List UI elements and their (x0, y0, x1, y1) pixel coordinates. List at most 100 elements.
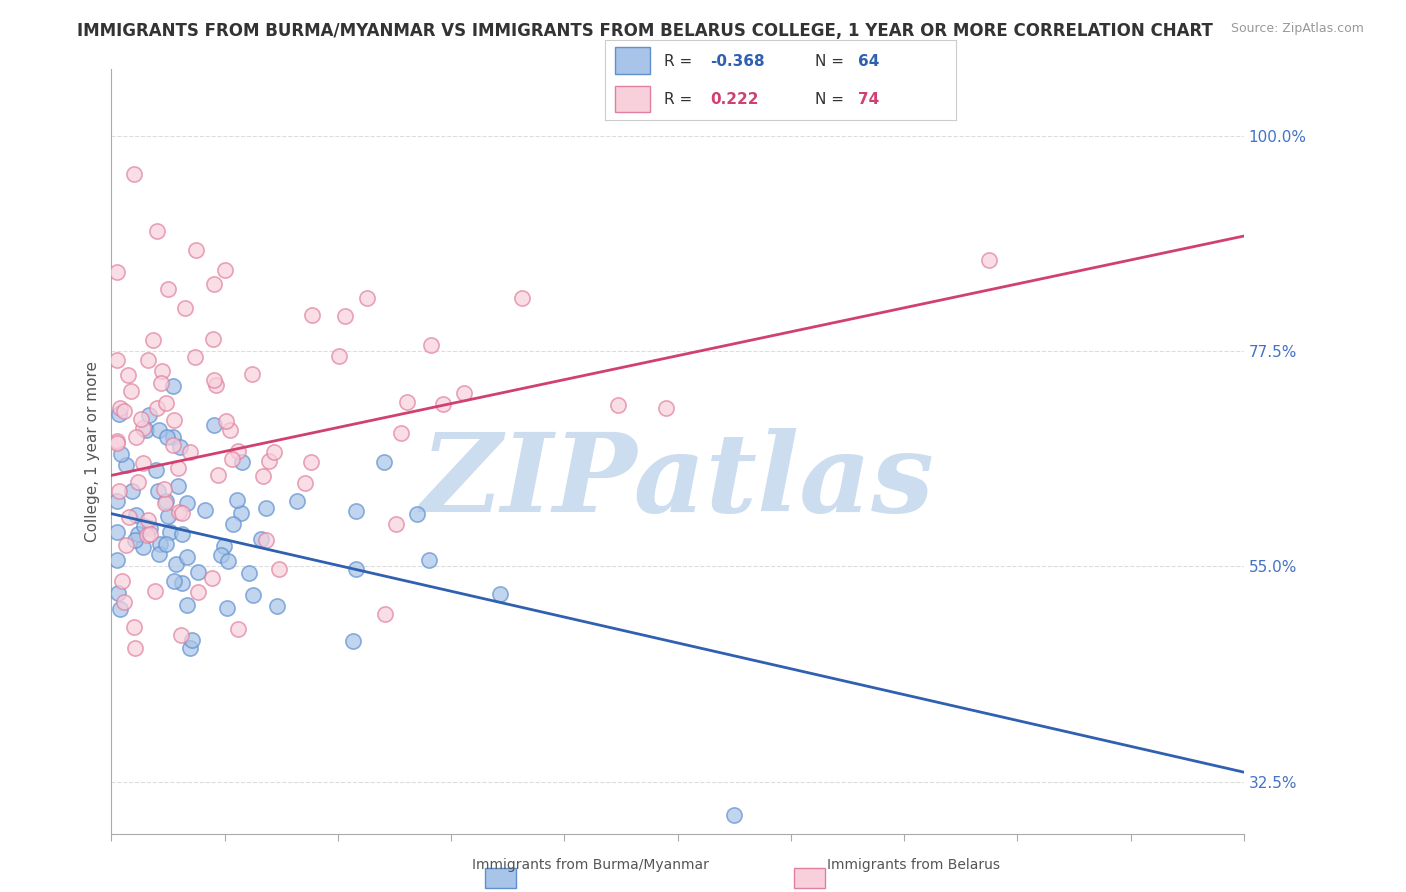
Point (201, 571, 224, 585)
Point (512, 291, 534, 305)
Point (172, 527, 194, 541)
Point (389, 425, 412, 440)
Point (145, 224, 167, 238)
Text: R =: R = (665, 54, 697, 69)
Point (418, 553, 440, 567)
Point (132, 540, 155, 554)
Point (167, 461, 190, 475)
Point (108, 401, 131, 415)
Point (115, 538, 138, 552)
Point (118, 509, 141, 524)
Point (205, 377, 228, 392)
Point (127, 475, 149, 489)
Point (139, 521, 162, 535)
Point (117, 368, 139, 383)
Point (156, 430, 179, 444)
Point (152, 482, 174, 496)
Point (105, 493, 128, 508)
Text: R =: R = (665, 92, 697, 107)
Point (108, 407, 131, 421)
Point (120, 384, 142, 399)
Point (226, 622, 249, 636)
Point (202, 373, 225, 387)
Point (136, 528, 159, 542)
Bar (616, 47, 650, 74)
Point (333, 310, 356, 324)
Point (219, 424, 242, 438)
Point (170, 627, 193, 641)
Point (142, 334, 165, 348)
Point (174, 301, 197, 315)
Point (179, 640, 201, 655)
Point (187, 565, 209, 579)
Text: -0.368: -0.368 (710, 54, 765, 69)
Point (165, 557, 187, 571)
Point (108, 602, 131, 616)
Point (112, 595, 135, 609)
Bar (616, 86, 650, 112)
Point (655, 401, 678, 416)
Point (134, 519, 156, 533)
Point (222, 516, 245, 531)
Point (217, 554, 239, 568)
Point (202, 332, 225, 346)
Point (254, 533, 277, 547)
Point (105, 436, 128, 450)
Point (266, 599, 288, 614)
Point (420, 337, 443, 351)
Point (124, 430, 146, 444)
Point (179, 444, 201, 458)
Point (107, 586, 129, 600)
Point (221, 452, 243, 467)
Point (294, 476, 316, 491)
Point (105, 434, 128, 448)
Point (155, 537, 177, 551)
Point (157, 282, 180, 296)
Point (396, 395, 419, 409)
Point (252, 468, 274, 483)
Text: N =: N = (815, 92, 849, 107)
Point (373, 455, 395, 469)
Point (155, 494, 177, 508)
Text: Immigrants from Burma/Myanmar: Immigrants from Burma/Myanmar (472, 858, 709, 872)
Point (105, 525, 128, 540)
Point (143, 583, 166, 598)
Point (374, 607, 396, 621)
Point (342, 634, 364, 648)
Point (226, 443, 249, 458)
Point (267, 562, 290, 576)
Text: 64: 64 (858, 54, 879, 69)
Point (105, 552, 128, 566)
Point (249, 533, 271, 547)
Text: N =: N = (815, 54, 849, 69)
Point (136, 352, 159, 367)
Point (301, 308, 323, 322)
Point (170, 506, 193, 520)
Point (166, 479, 188, 493)
Point (215, 414, 238, 428)
Point (105, 352, 128, 367)
Point (344, 562, 367, 576)
Point (194, 503, 217, 517)
Point (176, 599, 198, 613)
Point (107, 483, 129, 498)
Point (187, 584, 209, 599)
Point (122, 167, 145, 181)
Point (163, 574, 186, 588)
Point (184, 350, 207, 364)
Point (146, 401, 169, 415)
Point (124, 640, 146, 655)
Point (125, 508, 148, 522)
Text: ZIPatlas: ZIPatlas (420, 428, 935, 536)
Point (176, 496, 198, 510)
Point (162, 437, 184, 451)
Point (217, 601, 239, 615)
Point (145, 463, 167, 477)
Point (356, 291, 378, 305)
Point (132, 420, 155, 434)
Point (136, 513, 159, 527)
Point (977, 252, 1000, 267)
Point (453, 385, 475, 400)
Point (432, 397, 454, 411)
Point (202, 418, 225, 433)
